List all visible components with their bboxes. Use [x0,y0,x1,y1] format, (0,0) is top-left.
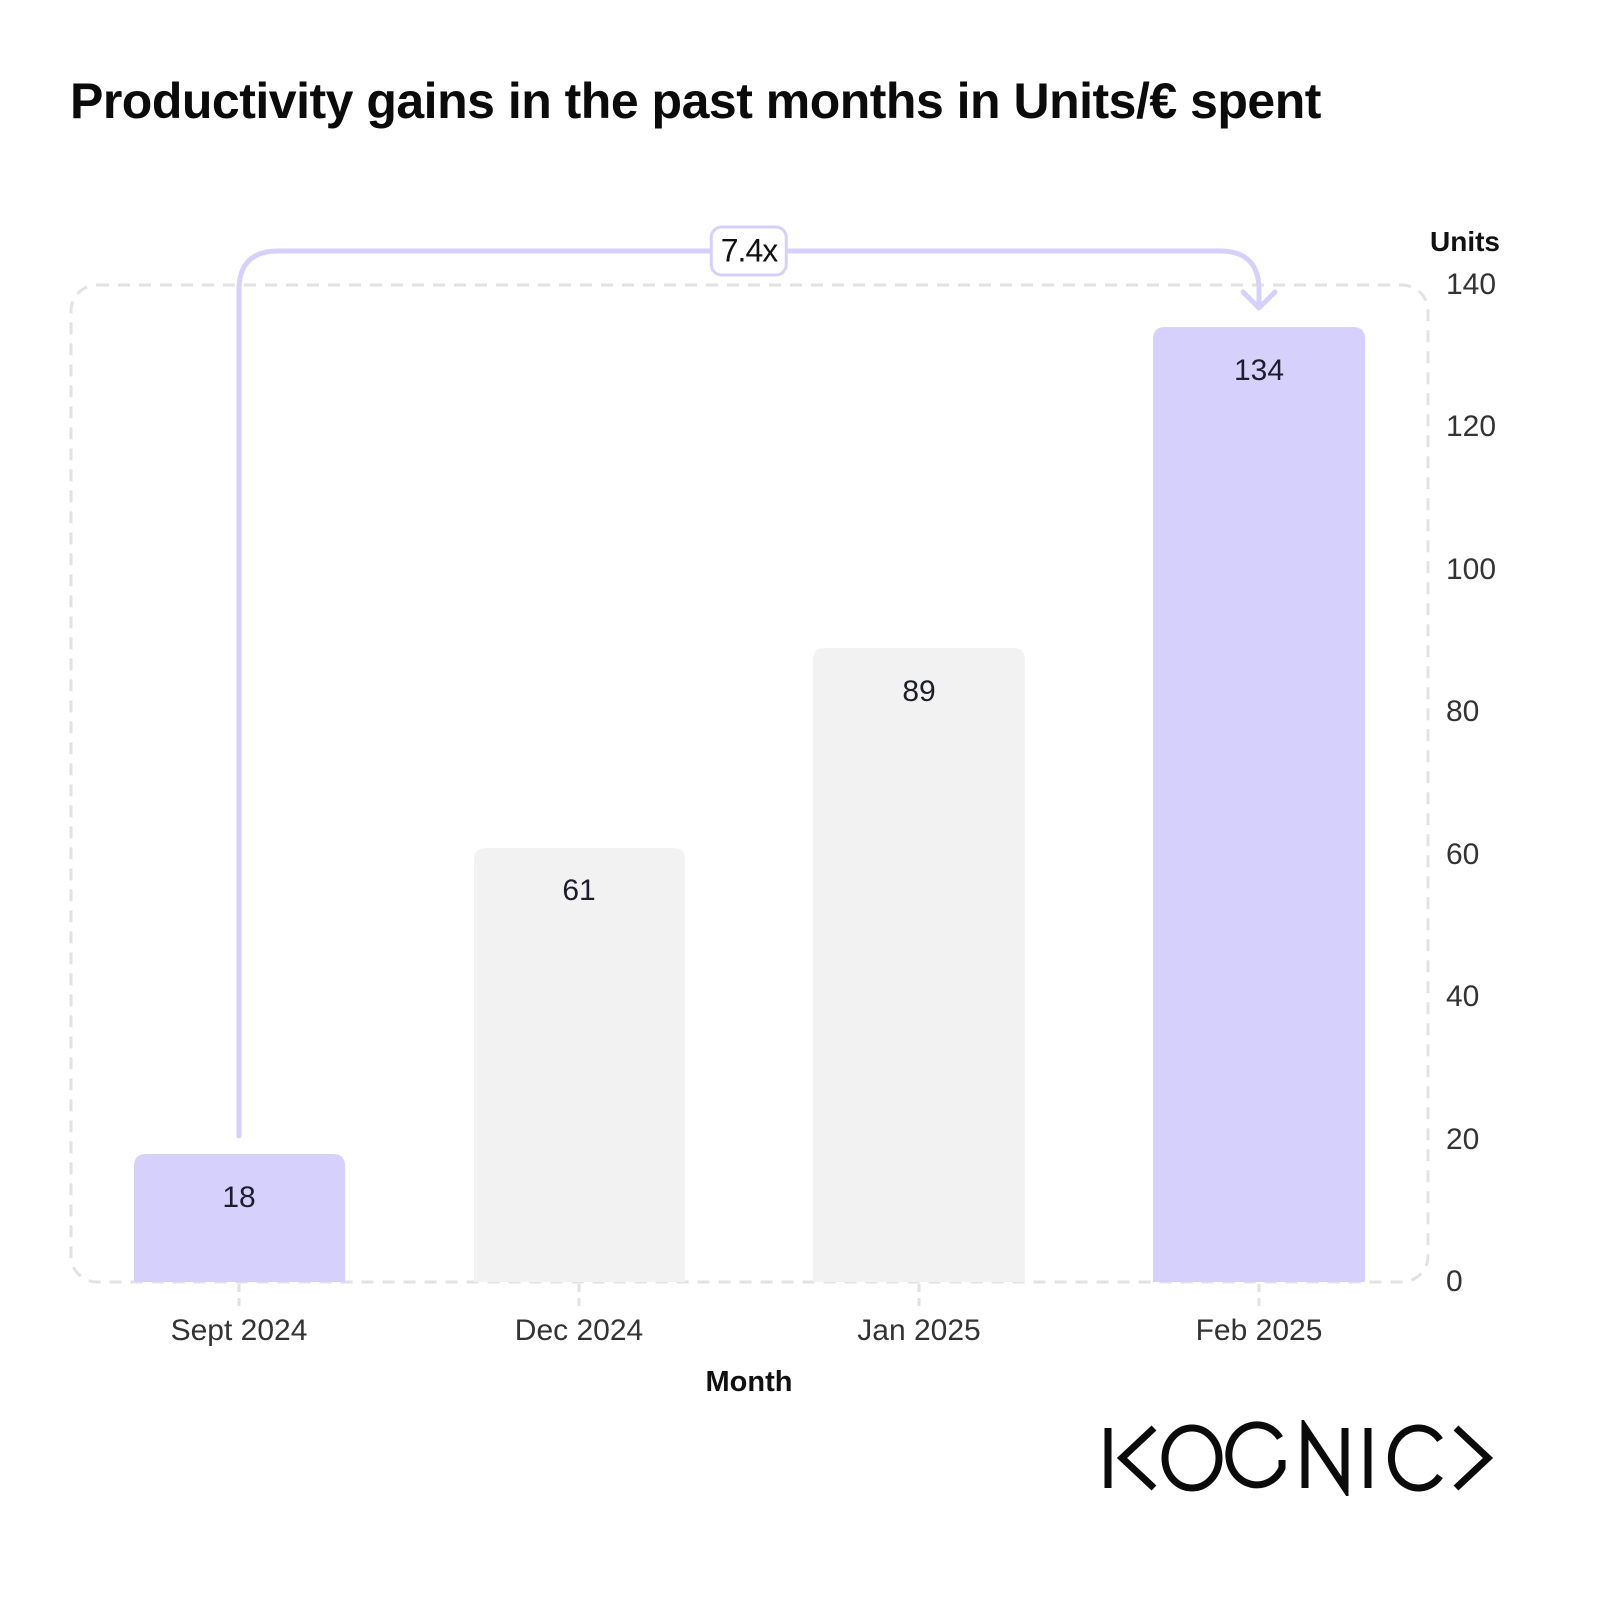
x-axis-title: Month [705,1366,793,1398]
x-tick-label: Dec 2024 [514,1314,644,1347]
growth-arrow-line [236,248,1262,1139]
bar-jan-2025 [813,648,1025,1282]
y-tick-label: 60 [1446,838,1480,871]
y-tick-label: 120 [1446,410,1497,443]
kognic-logo [1104,1420,1494,1496]
y-tick-label: 20 [1446,1123,1480,1156]
multiplier-badge: 7.4x [709,225,789,277]
bar-sept-2024 [134,1154,345,1282]
bar-dec-2024 [474,848,685,1282]
x-tick-marks [237,1284,1261,1310]
y-axis-unit: Units [1430,226,1500,257]
y-tick-label: 140 [1446,268,1497,301]
x-tick-label: Sept 2024 [170,1314,308,1347]
y-tick-label: 100 [1446,553,1497,586]
plot-frame [69,283,1430,1284]
bar-value-label: 134 [1233,354,1285,387]
y-tick-label: 0 [1446,1265,1463,1298]
bar-feb-2025 [1153,327,1365,1282]
y-tick-label: 40 [1446,980,1480,1013]
x-tick-label: Feb 2025 [1195,1314,1323,1347]
arrowhead-icon [1240,289,1278,311]
y-tick-label: 80 [1446,695,1480,728]
bar-value-label: 18 [222,1181,256,1214]
chart-title: Productivity gains in the past months in… [70,73,1321,129]
x-tick-label: Jan 2025 [857,1314,981,1347]
bar-value-label: 61 [562,874,596,907]
bar-value-label: 89 [902,675,936,708]
